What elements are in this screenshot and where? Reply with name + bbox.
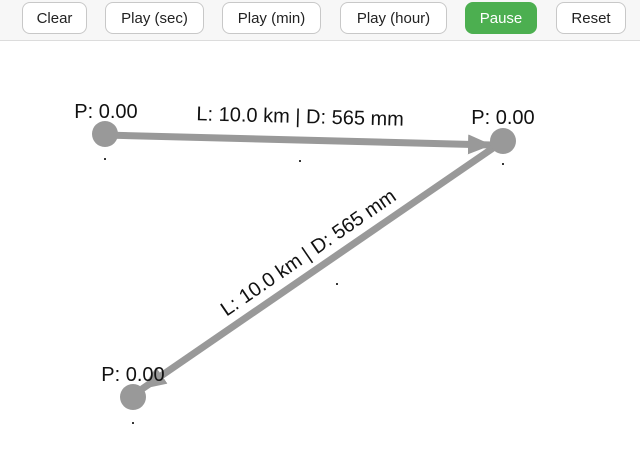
toolbar: Clear Play (sec) Play (min) Play (hour) … bbox=[0, 0, 640, 41]
node-sub-label: . bbox=[500, 149, 505, 169]
play-hour-button[interactable]: Play (hour) bbox=[340, 2, 447, 34]
pipe-line[interactable] bbox=[140, 143, 498, 392]
node-circle[interactable] bbox=[490, 128, 516, 154]
node-sub-label: . bbox=[130, 408, 135, 428]
pipe-sub-label: . bbox=[297, 146, 302, 166]
pipe-label: L: 10.0 km | D: 565 mm bbox=[196, 103, 404, 130]
node-circle[interactable] bbox=[92, 121, 118, 147]
node-pressure-label: P: 0.00 bbox=[74, 101, 137, 123]
pause-button[interactable]: Pause bbox=[465, 2, 537, 34]
clear-button[interactable]: Clear bbox=[22, 2, 87, 34]
pipe-sub-label: . bbox=[334, 269, 339, 289]
pipe-label: L: 10.0 km | D: 565 mm bbox=[217, 185, 400, 321]
play-sec-button[interactable]: Play (sec) bbox=[105, 2, 204, 34]
network-svg[interactable]: L: 10.0 km | D: 565 mm . L: 10.0 km | D:… bbox=[0, 55, 640, 461]
reset-button[interactable]: Reset bbox=[556, 2, 626, 34]
pipe-line[interactable] bbox=[104, 131, 493, 155]
node-sub-label: . bbox=[102, 144, 107, 164]
node-circle[interactable] bbox=[120, 384, 146, 410]
node-pressure-label: P: 0.00 bbox=[101, 364, 164, 386]
network-canvas[interactable]: L: 10.0 km | D: 565 mm . L: 10.0 km | D:… bbox=[0, 55, 640, 461]
play-min-button[interactable]: Play (min) bbox=[222, 2, 321, 34]
node-pressure-label: P: 0.00 bbox=[471, 107, 534, 129]
